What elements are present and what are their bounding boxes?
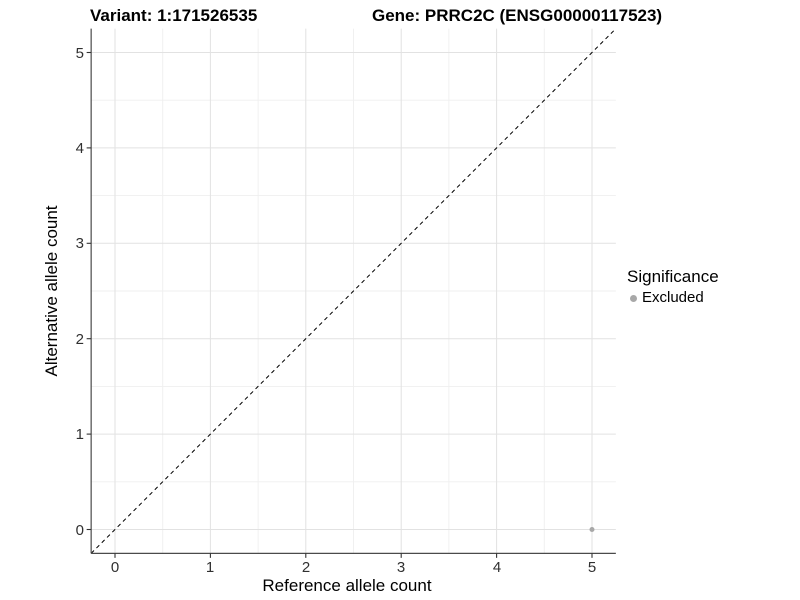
gene-title: Gene: PRRC2C (ENSG00000117523): [372, 6, 663, 25]
y-tick-label-2: 2: [76, 331, 84, 348]
y-tick-label-4: 4: [76, 140, 84, 157]
identity-dashed-line: [90, 28, 617, 554]
excluded-point-icon: [630, 294, 637, 302]
scatter-point: [589, 527, 595, 532]
x-tick-label-3: 3: [397, 559, 405, 576]
legend: Significance Excluded: [627, 266, 719, 307]
legend-entry-label: Excluded: [642, 289, 704, 306]
x-tick-label-5: 5: [588, 559, 596, 576]
legend-title: Significance: [627, 267, 719, 286]
y-tick-label-0: 0: [76, 522, 84, 539]
x-tick-label-0: 0: [111, 559, 119, 576]
variant-title: Variant: 1:171526535: [90, 6, 258, 25]
x-tick-label-4: 4: [493, 559, 501, 576]
y-axis-title: Alternative allele count: [42, 205, 61, 376]
y-tick-label-1: 1: [76, 426, 84, 443]
data-points: [589, 527, 595, 532]
x-tick-label-1: 1: [206, 559, 214, 576]
x-tick-label-2: 2: [302, 559, 310, 576]
y-tick-label-5: 5: [76, 45, 84, 62]
gridlines: [91, 28, 616, 554]
y-tick-label-3: 3: [76, 235, 84, 252]
legend-entry-excluded: Excluded: [627, 289, 719, 307]
x-axis-title: Reference allele count: [262, 576, 431, 595]
axes: [86, 28, 616, 558]
